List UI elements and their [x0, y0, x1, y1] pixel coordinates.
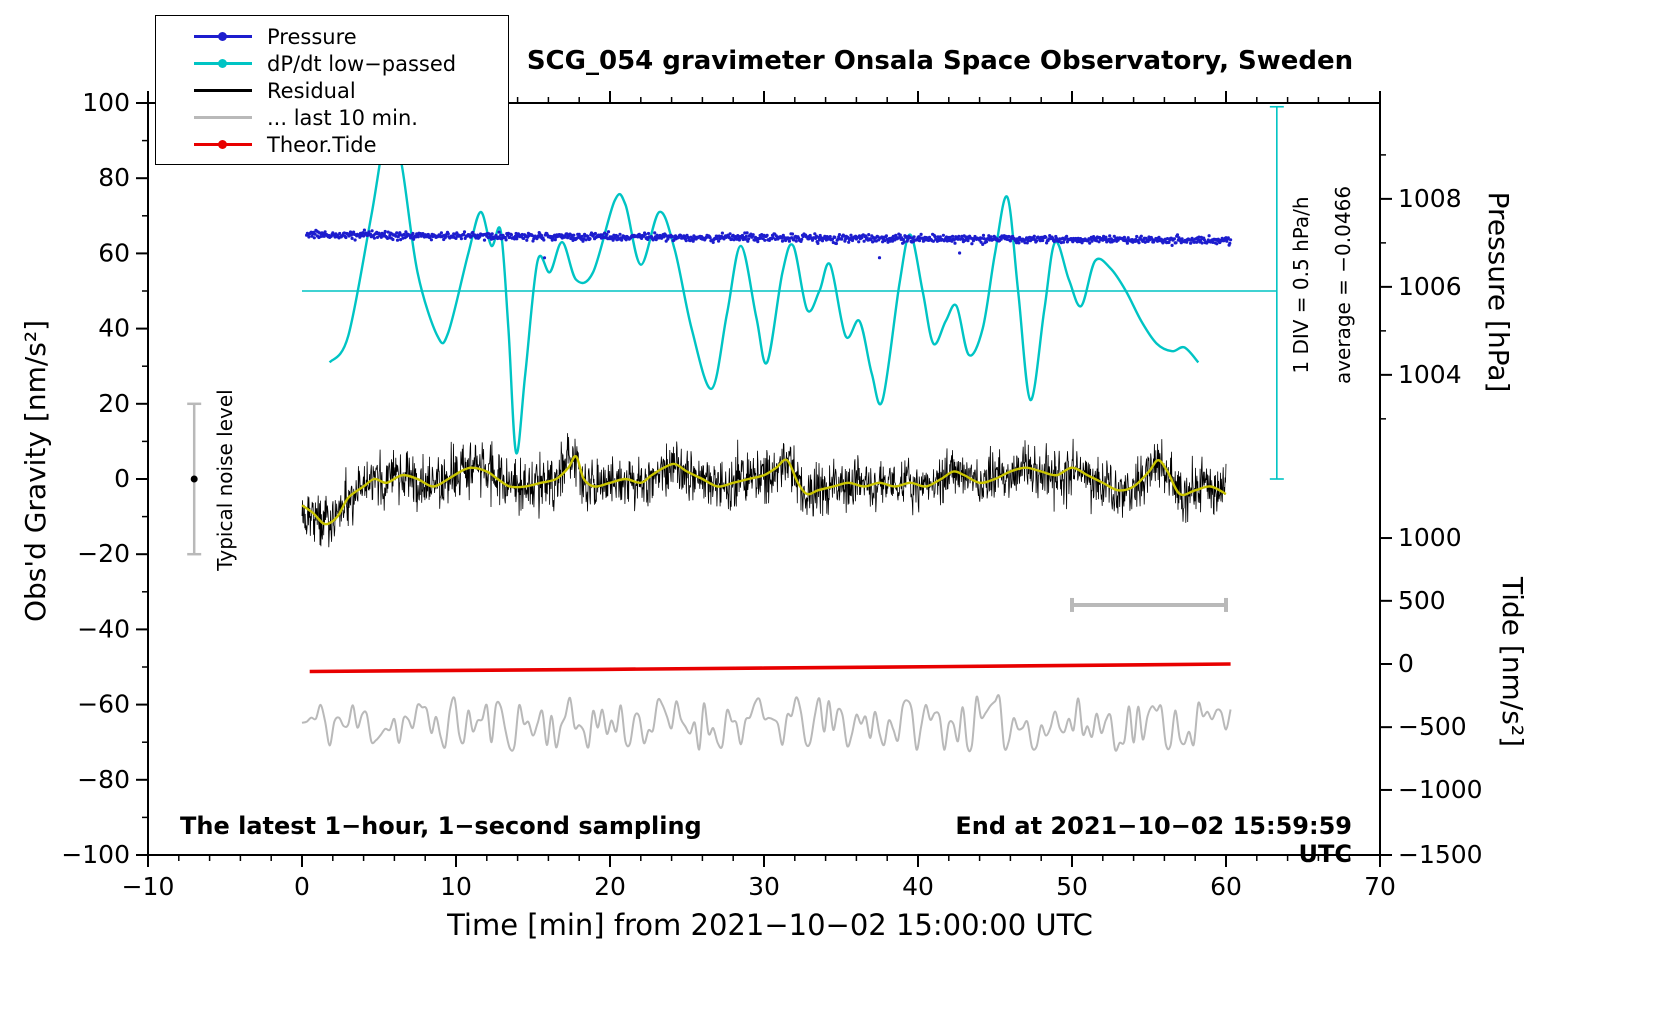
typical-noise-level-label: Typical noise level [213, 389, 237, 571]
gravity-tick-label: −20 [77, 539, 130, 568]
average-note: average = −0.0466 [1331, 185, 1355, 385]
tide-tick-label: 0 [1398, 649, 1414, 678]
legend-item-pressure: Pressure [156, 23, 508, 50]
legend-item-last10: ... last 10 min. [156, 104, 508, 131]
pressure-tick-label: 1008 [1398, 184, 1462, 213]
legend-label-pressure: Pressure [267, 24, 357, 49]
theortide-line-swatch [194, 137, 252, 152]
series-residual [301, 433, 1227, 548]
y-axis-label-tide: Tide [nm/s²] [1496, 576, 1529, 748]
gravity-tick-label: 60 [98, 238, 130, 267]
legend: Pressure dP/dt low−passed Residual ... l… [155, 15, 509, 165]
gravity-tick-label: −80 [77, 765, 130, 794]
series-pressure-dots [305, 228, 1233, 260]
gravity-tick-label: 80 [98, 163, 130, 192]
gravity-tick-label: 100 [82, 88, 130, 117]
x-tick-label: 20 [594, 872, 626, 901]
legend-label-last10: ... last 10 min. [267, 105, 418, 130]
legend-label-residual: Residual [267, 78, 356, 103]
legend-item-dpdt: dP/dt low−passed [156, 50, 508, 77]
x-tick-label: −10 [122, 872, 175, 901]
swatch-dot-icon [218, 59, 227, 68]
series-dpdt-lowpassed [328, 111, 1200, 455]
gravity-tick-label: 40 [98, 314, 130, 343]
x-axis-label: Time [min] from 2021−10−02 15:00:00 UTC [447, 908, 1093, 942]
swatch-line [194, 89, 252, 92]
tide-tick-label: 500 [1398, 586, 1446, 615]
swatch-line [194, 116, 252, 119]
legend-item-theortide: Theor.Tide [156, 131, 508, 158]
x-tick-label: 70 [1364, 872, 1396, 901]
tide-tick-label: 1000 [1398, 523, 1462, 552]
pressure-tick-label: 1006 [1398, 272, 1462, 301]
gravity-tick-label: −60 [77, 690, 130, 719]
series-residual-smoothed [301, 454, 1227, 526]
ten-minute-scale-bar [1070, 597, 1228, 612]
x-tick-label: 10 [440, 872, 472, 901]
tide-tick-label: −500 [1398, 712, 1467, 741]
gravity-tick-label: 20 [98, 389, 130, 418]
gravity-tick-label: −100 [61, 840, 130, 869]
pressure-line-swatch [194, 29, 252, 44]
legend-label-dpdt: dP/dt low−passed [267, 51, 457, 76]
pressure-tick-label: 1004 [1398, 360, 1462, 389]
gravity-tick-label: −40 [77, 614, 130, 643]
gravity-tick-label: 0 [114, 464, 130, 493]
swatch-dot-icon [218, 32, 227, 41]
x-tick-label: 30 [748, 872, 780, 901]
tide-tick-label: −1500 [1398, 840, 1483, 869]
div-scale-note: 1 DIV = 0.5 hPa/h [1289, 196, 1313, 374]
y-axis-label-gravity: Obs'd Gravity [nm/s²] [19, 319, 52, 623]
legend-item-residual: Residual [156, 77, 508, 104]
x-tick-label: 60 [1210, 872, 1242, 901]
series-layer [187, 105, 1284, 753]
x-tick-label: 0 [294, 872, 310, 901]
last10-line-swatch [194, 110, 252, 125]
typical-noise-errorbar [187, 402, 202, 556]
axis-ticks: −10 0 10 20 30 40 50 60 70−100−80−60−40−20020406… [61, 88, 1482, 901]
dpdt-line-swatch [194, 56, 252, 71]
swatch-dot-icon [218, 140, 227, 149]
series-last-10-min [301, 694, 1232, 753]
residual-line-swatch [194, 83, 252, 98]
end-time-note: End at 2021−10−02 15:59:59 UTC [955, 812, 1352, 868]
x-tick-label: 50 [1056, 872, 1088, 901]
sampling-note: The latest 1−hour, 1−second sampling [180, 812, 702, 840]
series-theor-tide [309, 662, 1231, 674]
dpdt-div-scale-axis [1269, 105, 1284, 480]
legend-label-theortide: Theor.Tide [267, 132, 377, 157]
page-title: SCG_054 gravimeter Onsala Space Observat… [526, 46, 1354, 76]
x-tick-label: 40 [902, 872, 934, 901]
tide-tick-label: −1000 [1398, 775, 1483, 804]
